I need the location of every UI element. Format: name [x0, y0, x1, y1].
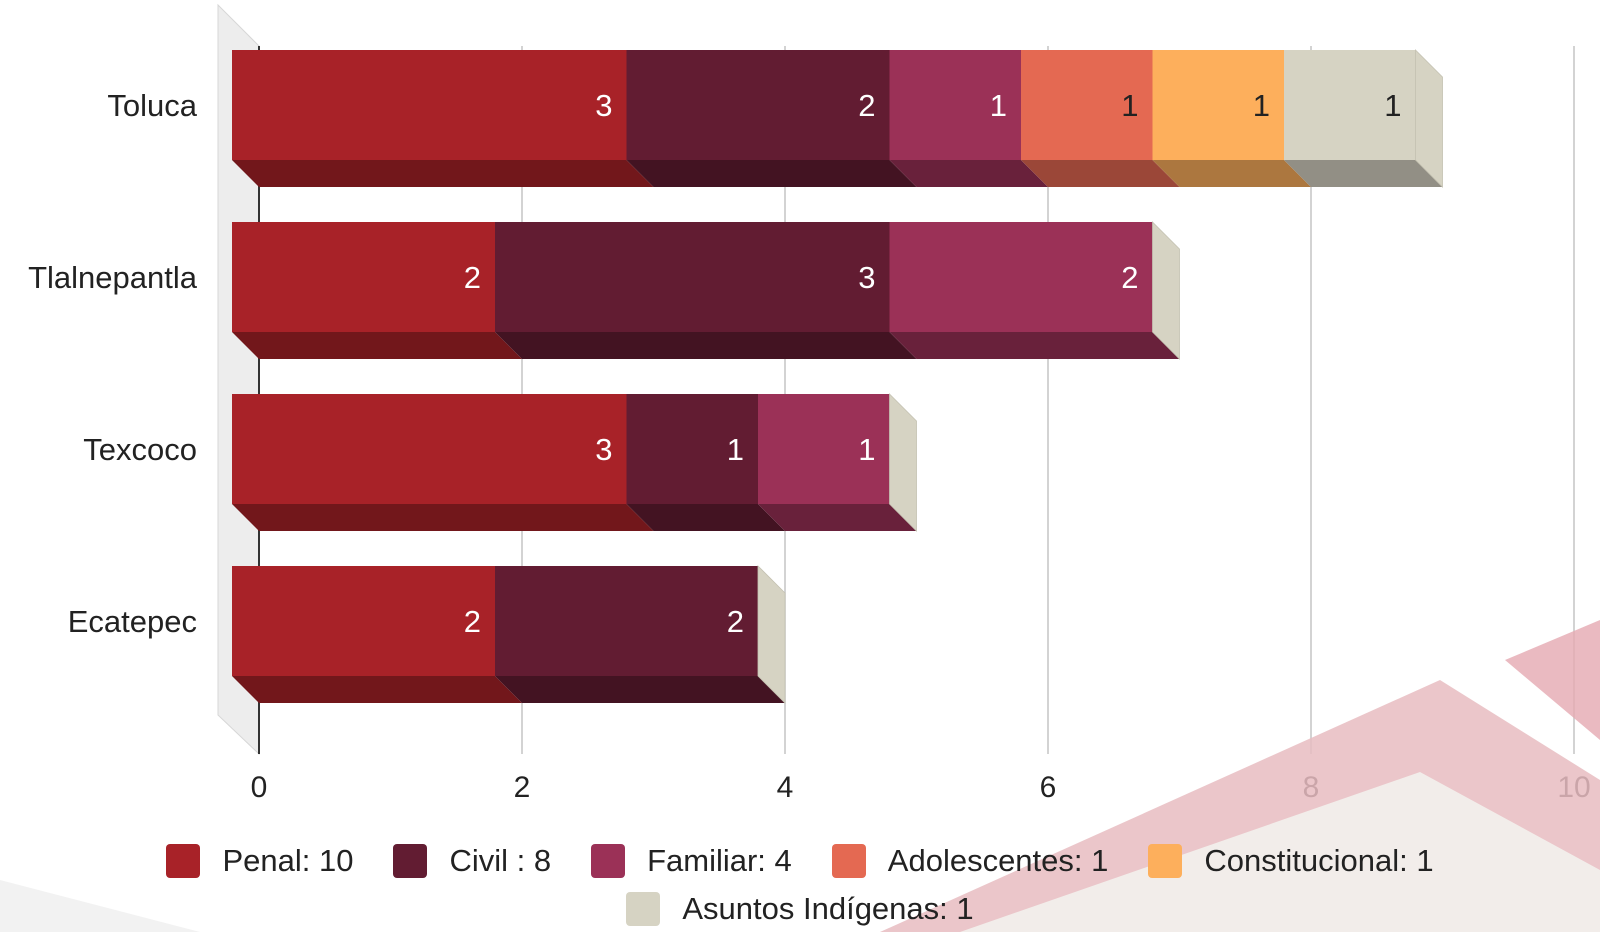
bar-end-cap — [1415, 49, 1443, 188]
bar-segment-bottom-face — [232, 332, 522, 359]
x-tick-label: 6 — [1040, 771, 1057, 804]
bar-segment-bottom-face — [758, 504, 917, 531]
category-label: Texcoco — [83, 432, 197, 467]
bar-segment-bottom-face — [889, 160, 1048, 187]
category-label: Toluca — [107, 88, 197, 123]
legend-label: Constitucional: 1 — [1204, 843, 1434, 878]
bar-segment — [626, 50, 890, 160]
bar-segment — [495, 222, 890, 332]
bar-segment — [495, 566, 758, 676]
legend-label: Asuntos Indígenas: 1 — [682, 891, 974, 926]
legend-item: Familiar: 4 — [591, 840, 792, 882]
data-label: 2 — [464, 260, 481, 295]
bar-segment-bottom-face — [1152, 160, 1311, 187]
legend-item: Penal: 10 — [166, 840, 353, 882]
chart-legend: Penal: 10 Civil : 8 Familiar: 4 Adolescente… — [0, 840, 1600, 930]
bar-segment-bottom-face — [1284, 160, 1443, 187]
background-decoration — [1505, 620, 1600, 740]
bar-segment — [232, 222, 495, 332]
data-label: 2 — [464, 604, 481, 639]
data-label: 1 — [1253, 88, 1270, 123]
legend-label: Adolescentes: 1 — [887, 843, 1109, 878]
data-label: 2 — [1121, 260, 1138, 295]
bar-segment-bottom-face — [495, 676, 785, 703]
category-label: Tlalnepantla — [28, 260, 198, 295]
data-label: 3 — [595, 88, 612, 123]
bar-segment-bottom-face — [232, 160, 654, 187]
bar-segment — [1152, 50, 1284, 160]
bar-segment-bottom-face — [626, 504, 785, 531]
data-label: 3 — [595, 432, 612, 467]
bar-segment-bottom-face — [232, 676, 522, 703]
legend-swatch — [1148, 844, 1183, 878]
x-tick-label: 4 — [777, 771, 794, 804]
data-label: 2 — [727, 604, 744, 639]
bar-segment — [889, 222, 1153, 332]
data-label: 1 — [990, 88, 1007, 123]
background-decoration — [0, 880, 200, 932]
data-label: 3 — [858, 260, 875, 295]
legend-item: Civil : 8 — [393, 840, 551, 882]
x-tick-label: 2 — [514, 771, 531, 804]
data-label: 1 — [1121, 88, 1138, 123]
legend-label: Familiar: 4 — [647, 843, 792, 878]
bar-segment-bottom-face — [1021, 160, 1180, 187]
bar-segment — [889, 50, 1021, 160]
legend-swatch — [393, 844, 428, 878]
legend-item: Constitucional: 1 — [1148, 840, 1434, 882]
data-label: 1 — [727, 432, 744, 467]
x-tick-label: 0 — [251, 771, 268, 804]
legend-item: Asuntos Indígenas: 1 — [626, 888, 974, 930]
background-decoration — [960, 772, 1600, 932]
legend-swatch — [591, 844, 626, 878]
data-label: 1 — [1384, 88, 1401, 123]
bar-segment — [1284, 50, 1416, 160]
legend-swatch — [831, 844, 866, 878]
bar-end-cap — [1152, 221, 1180, 360]
legend-swatch — [626, 892, 661, 926]
legend-swatch — [166, 844, 201, 878]
bar-segment — [1021, 50, 1153, 160]
bar-segment — [232, 394, 627, 504]
bar-segment — [232, 50, 627, 160]
legend-item: Adolescentes: 1 — [831, 840, 1109, 882]
legend-label: Penal: 10 — [222, 843, 354, 878]
bar-segment-bottom-face — [495, 332, 917, 359]
bar-end-cap — [757, 565, 786, 704]
data-label: 2 — [858, 88, 875, 123]
bar-segment-bottom-face — [626, 160, 917, 187]
bar-segment — [626, 394, 758, 504]
legend-label: Civil : 8 — [449, 843, 552, 878]
bar-segment-bottom-face — [232, 504, 654, 531]
data-label: 1 — [858, 432, 875, 467]
bar-segment — [758, 394, 890, 504]
category-label: Ecatepec — [68, 604, 197, 639]
bar-segment — [232, 566, 495, 676]
bar-end-cap — [889, 393, 917, 532]
bar-segment-bottom-face — [889, 332, 1180, 359]
